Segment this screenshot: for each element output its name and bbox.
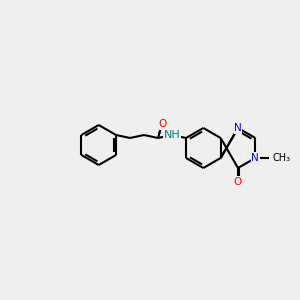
Text: O: O [158, 119, 166, 129]
Text: N: N [251, 153, 259, 163]
Text: CH₃: CH₃ [272, 153, 290, 163]
Text: O: O [234, 177, 242, 187]
Text: N: N [234, 123, 242, 133]
Text: NH: NH [164, 130, 180, 140]
